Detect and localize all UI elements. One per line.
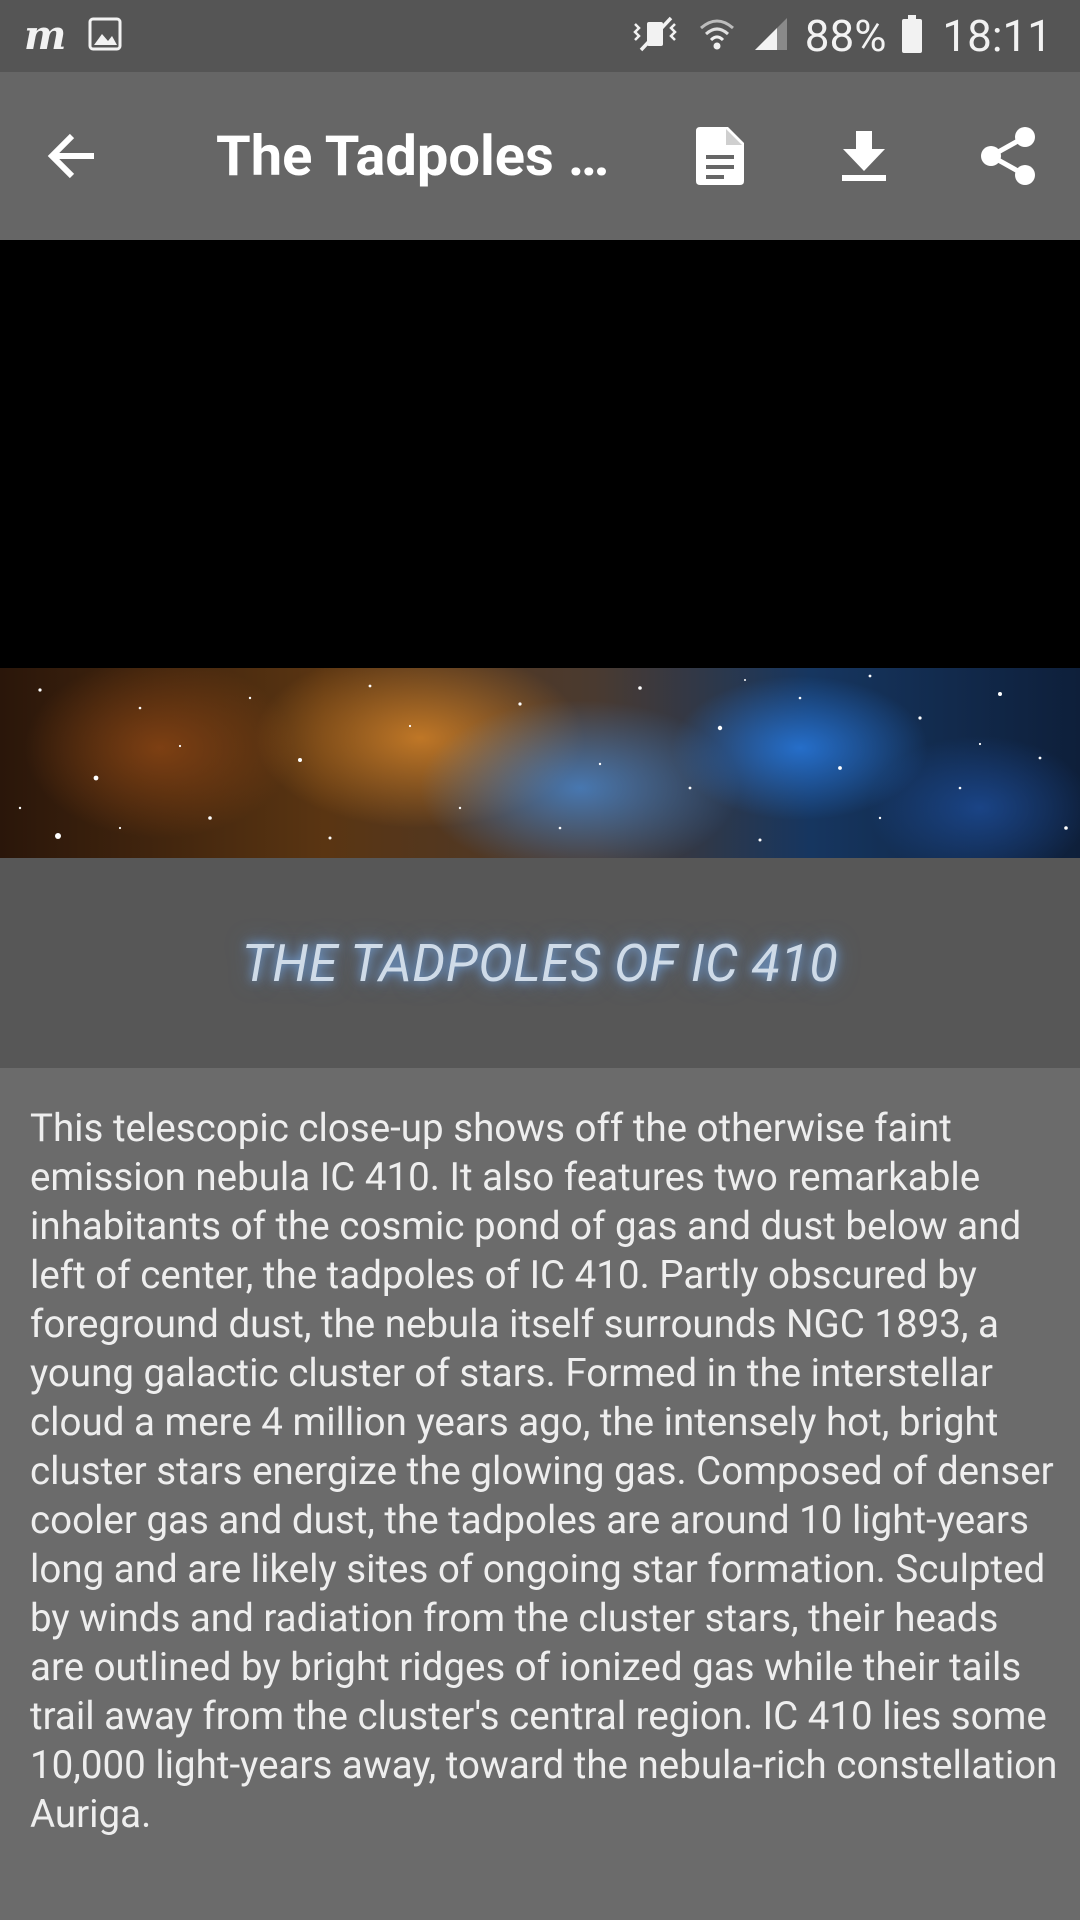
nebula-photo bbox=[0, 668, 1080, 858]
document-icon bbox=[696, 127, 744, 185]
share-button[interactable] bbox=[968, 116, 1048, 196]
article-heading: THE TADPOLES OF IC 410 bbox=[241, 932, 839, 994]
app-notification-icon: m bbox=[24, 12, 67, 59]
mute-vibrate-icon bbox=[627, 14, 683, 58]
star-field bbox=[18, 674, 1068, 842]
download-button[interactable] bbox=[824, 116, 904, 196]
article-description: This telescopic close-up shows off the o… bbox=[30, 1106, 1058, 1837]
image-notification-icon bbox=[88, 17, 122, 55]
apod-image[interactable] bbox=[0, 240, 1080, 858]
back-arrow-icon bbox=[47, 133, 94, 179]
app-toolbar: The Tadpoles of IC 410 bbox=[0, 72, 1080, 240]
battery-percent: 88% bbox=[804, 10, 887, 62]
back-button[interactable] bbox=[32, 116, 112, 196]
download-icon bbox=[842, 131, 886, 181]
title-band: THE TADPOLES OF IC 410 bbox=[0, 858, 1080, 1068]
wifi-icon bbox=[697, 14, 737, 58]
description-button[interactable] bbox=[680, 116, 760, 196]
toolbar-title: The Tadpoles of IC 410 bbox=[216, 123, 626, 189]
share-icon bbox=[981, 127, 1035, 185]
battery-icon bbox=[900, 14, 924, 58]
signal-icon bbox=[751, 14, 791, 58]
clock: 18:11 bbox=[942, 10, 1052, 62]
status-bar: m 88% 18:11 bbox=[0, 0, 1080, 72]
